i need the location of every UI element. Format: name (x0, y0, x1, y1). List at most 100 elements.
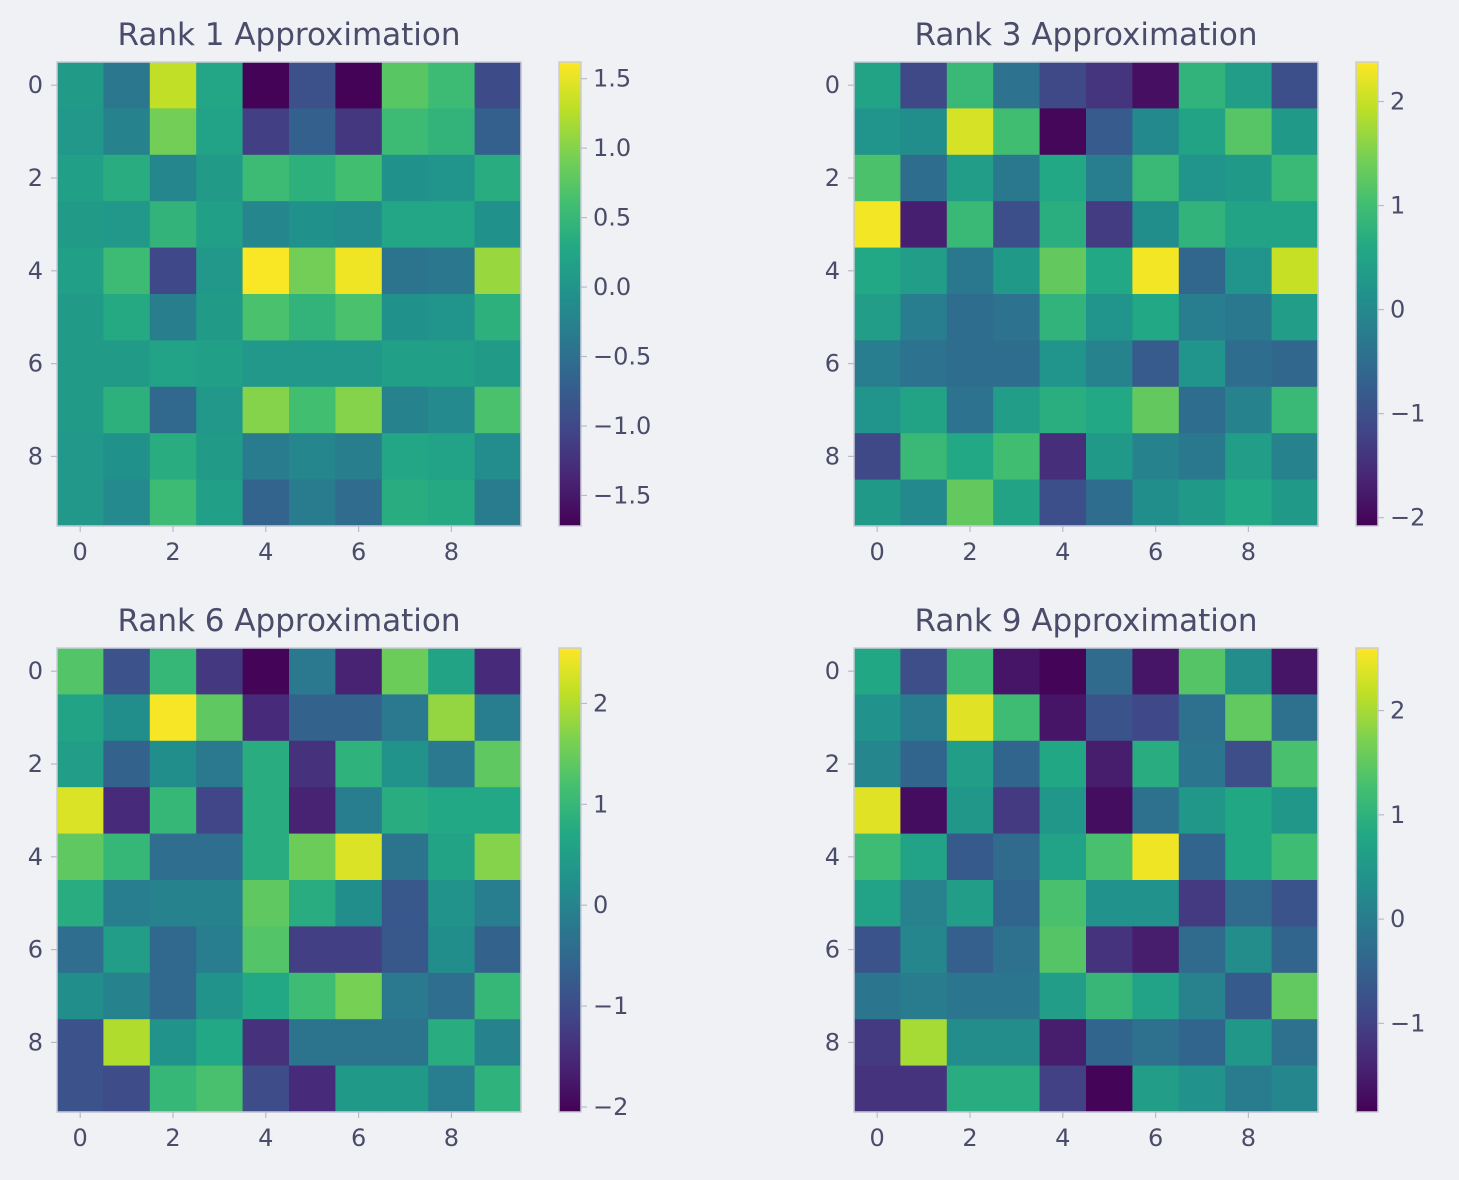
heatmap-cell (1225, 648, 1273, 695)
heatmap-cell (381, 740, 429, 788)
heatmap-cell (1271, 648, 1319, 695)
heatmap-cell (900, 880, 948, 927)
heatmap-cell (1086, 833, 1133, 881)
colorbar-frame (1355, 647, 1379, 1113)
heatmap-cell (196, 108, 244, 156)
heatmap-cell (946, 1065, 994, 1113)
heatmap-cell (1039, 62, 1087, 109)
heatmap-cell (196, 880, 244, 927)
heatmap-cell (946, 880, 994, 927)
y-tick-label: 6 (28, 350, 43, 378)
heatmap-cell (196, 201, 244, 249)
heatmap-cell (1178, 694, 1226, 742)
heatmap-cell (103, 201, 151, 249)
heatmap-cell (149, 787, 197, 835)
colorbar-tick-label: 1 (593, 790, 608, 818)
heatmap-cell (381, 340, 429, 388)
x-tick-label: 2 (165, 538, 180, 566)
heatmap-cell (1039, 154, 1087, 202)
colorbar-tick-label: 2 (1390, 88, 1405, 116)
heatmap-cell (1225, 154, 1273, 202)
heatmap-cell (381, 1065, 429, 1113)
heatmap-cell (993, 294, 1041, 341)
heatmap-cell (854, 694, 901, 742)
heatmap-cell (993, 787, 1041, 835)
heatmap-cell (428, 386, 476, 434)
heatmap-cell (1178, 833, 1226, 881)
heatmap-cell (149, 294, 197, 341)
heatmap-cell (900, 1065, 948, 1113)
heatmap-cell (335, 108, 383, 156)
heatmap-cell (149, 694, 197, 742)
x-tick-label: 6 (351, 1124, 366, 1152)
heatmap-cell (57, 926, 104, 974)
heatmap-cell (103, 926, 151, 974)
heatmap-cell (1132, 154, 1180, 202)
heatmap-cell (149, 62, 197, 109)
heatmap-cell (1039, 787, 1087, 835)
heatmap-cell (1271, 833, 1319, 881)
heatmap-cell (103, 740, 151, 788)
heatmap-cell (242, 340, 290, 388)
heatmap-cell (1132, 294, 1180, 341)
heatmap-cell (993, 833, 1041, 881)
heatmap-cell (1271, 340, 1319, 388)
heatmap-cell (103, 294, 151, 341)
heatmap-cell (103, 694, 151, 742)
heatmap-cell (900, 294, 948, 341)
colorbar-tick-label: −0.5 (593, 343, 651, 371)
heatmap-cell (428, 740, 476, 788)
heatmap-cell (381, 201, 429, 249)
heatmap-cell (289, 294, 336, 341)
x-tick-label: 0 (870, 1124, 885, 1152)
heatmap-cell (289, 479, 336, 527)
heatmap-cell (1178, 740, 1226, 788)
heatmap-cell (1178, 340, 1226, 388)
heatmap-cell (1178, 1065, 1226, 1113)
y-tick-label: 4 (825, 843, 840, 871)
colorbar: −2 −1 0 1 2 (558, 647, 628, 1121)
chart-title: Rank 1 Approximation (117, 17, 460, 53)
heatmap-cell (57, 972, 104, 1020)
heatmap-cell (946, 972, 994, 1020)
heatmap-cell (1178, 972, 1226, 1020)
heatmap-cell (1039, 648, 1087, 695)
heatmap-cell (242, 154, 290, 202)
heatmap-cell (1178, 108, 1226, 156)
heatmap-cell (900, 926, 948, 974)
heatmap-cells (57, 62, 522, 527)
heatmap-cell (1039, 972, 1087, 1020)
heatmap-cell (1178, 926, 1226, 974)
heatmap-cell (946, 1019, 994, 1067)
heatmap-cell (900, 833, 948, 881)
heatmap-cell (900, 201, 948, 249)
heatmap-cell (149, 1019, 197, 1067)
heatmap-cell (946, 833, 994, 881)
heatmap-cell (103, 433, 151, 481)
heatmap-cell (57, 433, 104, 481)
heatmap-cell (1039, 108, 1087, 156)
heatmap-cell (1086, 201, 1133, 249)
heatmap-cell (1086, 433, 1133, 481)
heatmap-cell (335, 880, 383, 927)
heatmap-cell (1225, 108, 1273, 156)
heatmap-cell (1086, 247, 1133, 295)
heatmap-cell (1039, 386, 1087, 434)
heatmap-cell (1178, 433, 1226, 481)
heatmap-cell (242, 926, 290, 974)
x-tick-label: 6 (351, 538, 366, 566)
heatmap-cell (428, 648, 476, 695)
heatmap-cell (854, 926, 901, 974)
heatmap-cell (149, 740, 197, 788)
colorbar-tick-label: 1.0 (593, 134, 631, 162)
heatmap-cell (57, 740, 104, 788)
colorbar-tick-label: 2 (593, 689, 608, 717)
heatmap-cell (149, 386, 197, 434)
heatmap-cell (381, 648, 429, 695)
heatmap-cell (1271, 740, 1319, 788)
heatmap-cell (1039, 479, 1087, 527)
heatmap-cell (149, 972, 197, 1020)
heatmap-cell (335, 694, 383, 742)
heatmap-cell (149, 648, 197, 695)
heatmap-cell (1086, 740, 1133, 788)
